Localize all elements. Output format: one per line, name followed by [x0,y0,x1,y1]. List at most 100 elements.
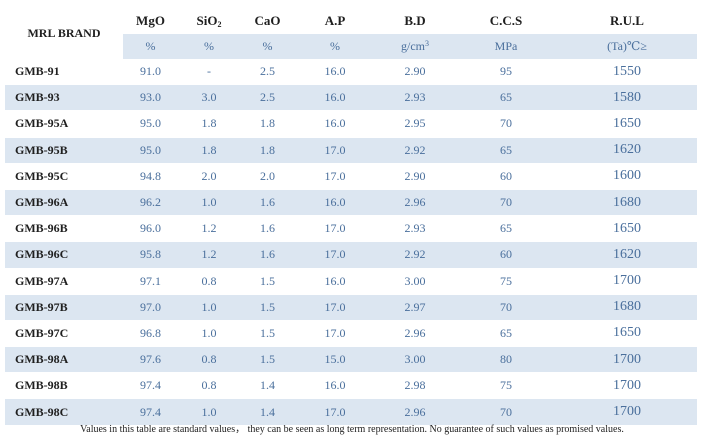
table-row: GMB-97C 96.8 1.0 1.5 17.0 2.96 65 1650 [5,320,697,348]
table-row: GMB-98A 97.6 0.8 1.5 15.0 3.00 80 1700 [5,346,697,374]
cell-cao: 1.5 [240,268,295,295]
unit-ccs: MPa [455,34,557,59]
cell-sio2: 1.8 [178,137,240,164]
table-row: GMB-96B 96.0 1.2 1.6 17.0 2.93 65 1650 [5,215,697,243]
cell-sio2: 0.8 [178,372,240,400]
unit-mgo: % [123,34,178,59]
cell-mgo: 97.0 [123,294,178,321]
table-row: GMB-98C 97.4 1.0 1.4 17.0 2.96 70 1700 [5,398,697,426]
cell-rul: 1620 [557,241,697,269]
col-name: SiO [196,13,218,28]
cell-rul: 1650 [557,110,697,138]
col-header-ccs: C.C.S [455,8,557,34]
cell-cao: 2.5 [240,84,295,112]
cell-ccs: 65 [455,84,557,112]
table-row: GMB-91 91.0-2.5 16.0 2.90 95 1550 [5,59,697,86]
cell-rul: 1650 [557,320,697,348]
cell-brand: GMB-96A [5,189,123,217]
unit-superscript: 3 [425,39,429,48]
cell-cao: 2.0 [240,163,295,190]
cell-brand: GMB-98A [5,346,123,374]
cell-sio2: 2.0 [178,163,240,190]
cell-bd: 2.90 [375,59,455,86]
cell-bd: 2.98 [375,372,455,400]
cell-mgo: 95.8 [123,241,178,269]
cell-ap: 16.0 [295,372,375,400]
cell-mgo: 97.6 [123,346,178,374]
cell-mgo: 95.0 [123,110,178,138]
cell-brand: GMB-96B [5,215,123,243]
cell-cao: 1.6 [240,215,295,243]
cell-bd: 2.92 [375,241,455,269]
cell-mgo: 94.8 [123,163,178,190]
col-header-mgo: MgO [123,8,178,34]
cell-bd: 2.96 [375,320,455,348]
cell-mgo: 97.4 [123,398,178,426]
cell-rul: 1700 [557,372,697,400]
cell-ap: 16.0 [295,189,375,217]
cell-ap: 17.0 [295,241,375,269]
cell-ccs: 70 [455,294,557,321]
cell-cao: 1.8 [240,137,295,164]
cell-cao: 2.5 [240,59,295,86]
col-name: R.U.L [610,13,644,28]
cell-ap: 17.0 [295,137,375,164]
cell-ap: 15.0 [295,346,375,374]
cell-sio2: 0.8 [178,346,240,374]
cell-sio2: 1.8 [178,110,240,138]
table-row: GMB-97A 97.1 0.8 1.5 16.0 3.00 75 1700 [5,268,697,295]
footnote: Values in this table are standard values… [80,424,624,435]
cell-ccs: 95 [455,59,557,86]
header-row: MRL BRAND MgO SiO2 CaO A.P B.D C.C.S R.U… [5,8,697,40]
cell-brand: GMB-98C [5,398,123,426]
cell-ccs: 70 [455,110,557,138]
cell-ccs: 75 [455,372,557,400]
cell-ccs: 60 [455,163,557,190]
cell-mgo: 96.2 [123,189,178,217]
cell-mgo: 96.0 [123,215,178,243]
cell-mgo: 96.8 [123,320,178,348]
unit-bd: g/cm3 [375,34,455,59]
col-name: CaO [254,13,281,28]
col-name: B.D [404,13,426,28]
cell-ccs: 80 [455,346,557,374]
cell-bd: 2.97 [375,294,455,321]
cell-rul: 1580 [557,84,697,112]
cell-ap: 17.0 [295,163,375,190]
cell-bd: 2.96 [375,398,455,426]
cell-ap: 17.0 [295,294,375,321]
cell-bd: 3.00 [375,346,455,374]
cell-rul: 1550 [557,59,697,86]
cell-sio2: 1.0 [178,320,240,348]
table-row: GMB-95C 94.8 2.0 2.0 17.0 2.90 60 1600 [5,163,697,190]
cell-brand: GMB-97C [5,320,123,348]
cell-cao: 1.6 [240,241,295,269]
cell-ap: 16.0 [295,59,375,86]
cell-bd: 2.96 [375,189,455,217]
unit-cao: % [240,34,295,59]
cell-brand: GMB-95A [5,110,123,138]
col-name: A.P [324,13,346,28]
cell-sio2: 0.8 [178,268,240,295]
cell-brand: GMB-95B [5,137,123,164]
table-row: GMB-95A 95.0 1.8 1.8 16.0 2.95 70 1650 [5,110,697,138]
cell-mgo: 97.1 [123,268,178,295]
cell-brand: GMB-97B [5,294,123,321]
cell-bd: 3.00 [375,268,455,295]
cell-brand: GMB-93 [5,84,123,112]
col-name: MgO [136,13,165,28]
cell-rul: 1600 [557,163,697,190]
cell-rul: 1700 [557,268,697,295]
col-header-rul: R.U.L [557,8,697,34]
col-name: C.C.S [489,13,523,28]
cell-cao: 1.8 [240,110,295,138]
properties-table: MRL BRAND MgO SiO2 CaO A.P B.D C.C.S R.U… [5,8,697,426]
cell-brand: GMB-96C [5,241,123,269]
cell-ccs: 60 [455,241,557,269]
cell-sio2: 1.0 [178,294,240,321]
cell-sio2: 3.0 [178,84,240,112]
col-header-cao: CaO [240,8,295,34]
cell-ap: 16.0 [295,110,375,138]
cell-ccs: 65 [455,137,557,164]
cell-ap: 17.0 [295,215,375,243]
